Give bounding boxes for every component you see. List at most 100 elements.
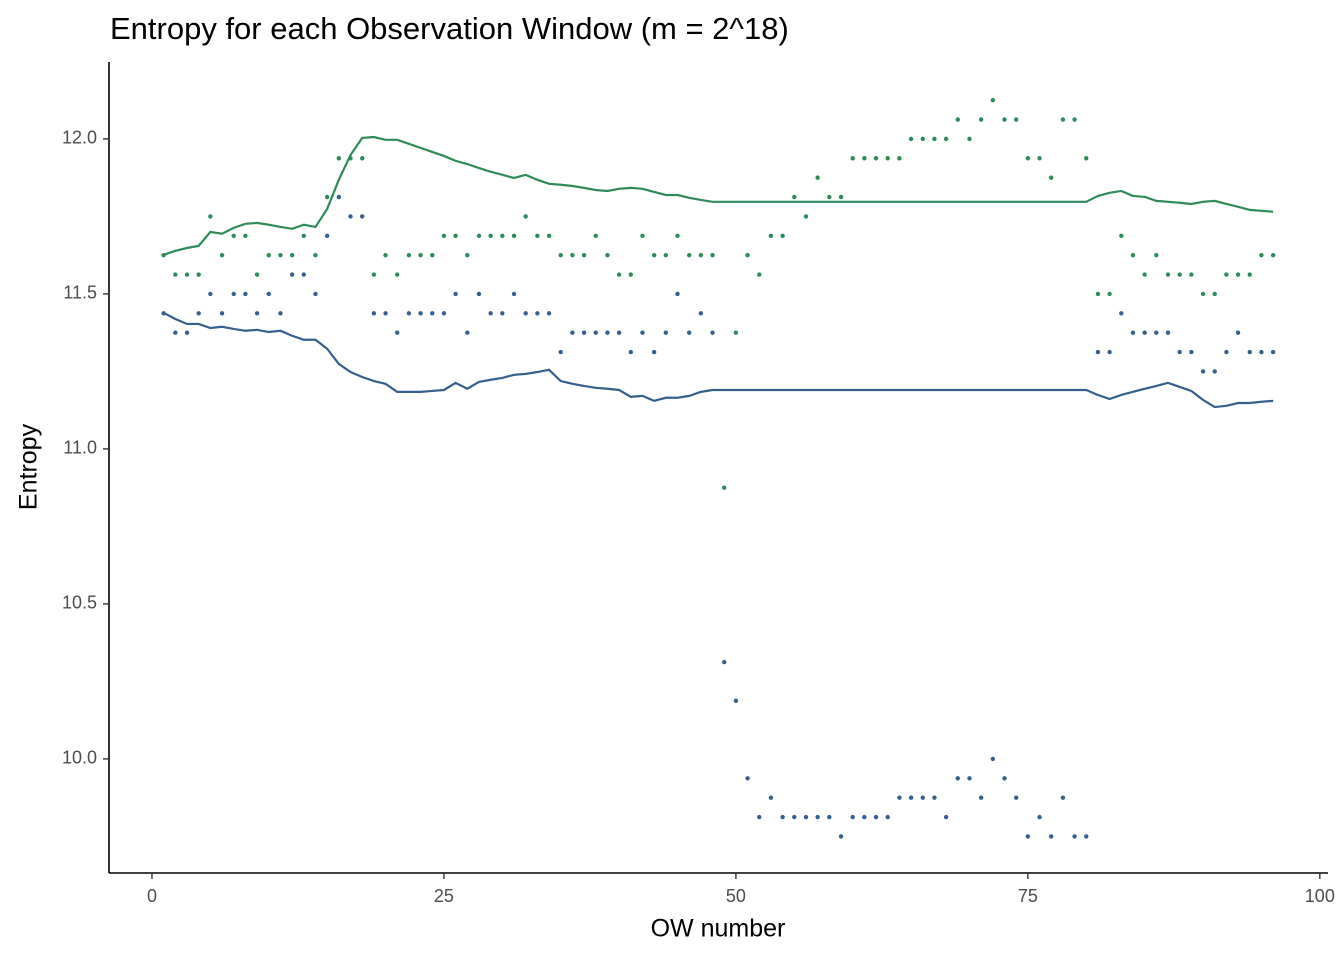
data-point: [943, 814, 949, 820]
data-point: [651, 349, 657, 355]
data-point: [395, 330, 400, 335]
data-point: [897, 156, 902, 161]
data-line: [163, 311, 1274, 409]
data-point: [289, 252, 295, 258]
data-point: [1177, 349, 1182, 355]
data-point: [862, 814, 867, 820]
data-point: [605, 252, 610, 258]
data-point: [441, 311, 447, 316]
data-point: [1154, 330, 1159, 335]
data-point: [1189, 349, 1194, 355]
data-point: [289, 272, 295, 277]
data-point: [955, 776, 960, 781]
data-line: [163, 135, 1274, 256]
data-point: [324, 233, 330, 238]
data-point: [1259, 252, 1264, 258]
data-point: [313, 291, 318, 297]
data-point: [1107, 349, 1112, 355]
data-point: [359, 156, 365, 161]
data-point: [640, 330, 645, 335]
data-point: [605, 330, 610, 335]
data-point: [593, 330, 598, 335]
data-point: [978, 795, 984, 800]
data-point: [523, 311, 528, 316]
data-point: [873, 814, 879, 820]
data-point: [745, 252, 750, 258]
data-point: [581, 330, 587, 335]
data-point: [780, 814, 785, 820]
y-tick-label: 11.5: [63, 283, 97, 303]
data-point: [920, 795, 925, 800]
data-point: [278, 311, 283, 316]
data-point: [231, 233, 236, 238]
y-tick-label: 11.0: [63, 438, 97, 458]
data-point: [243, 291, 248, 297]
data-point: [675, 233, 680, 238]
data-point: [208, 214, 213, 219]
data-point: [1259, 349, 1264, 355]
data-point: [651, 252, 657, 258]
data-point: [885, 156, 890, 161]
data-point: [196, 311, 201, 316]
data-point: [430, 252, 435, 258]
data-point: [990, 756, 996, 762]
data-point: [511, 233, 517, 238]
data-point: [1072, 117, 1077, 122]
data-point: [1189, 272, 1194, 277]
data-point: [1130, 330, 1136, 335]
data-point: [266, 291, 271, 297]
data-point: [453, 291, 458, 297]
chart-title: Entropy for each Observation Window (m =…: [110, 11, 789, 46]
data-point: [1049, 175, 1054, 180]
data-point: [1119, 233, 1124, 238]
data-point: [803, 814, 809, 820]
data-point: [850, 814, 855, 820]
data-point: [838, 194, 844, 200]
data-point: [511, 291, 517, 297]
data-point: [616, 330, 622, 335]
data-point: [558, 252, 563, 258]
data-point: [1049, 834, 1054, 839]
data-point: [1200, 291, 1206, 297]
data-point: [815, 814, 820, 820]
data-point: [1247, 272, 1252, 277]
data-point: [476, 291, 482, 297]
data-point: [932, 136, 937, 142]
data-point: [1130, 252, 1136, 258]
data-point: [219, 311, 225, 316]
data-point: [943, 136, 949, 142]
data-point: [1037, 814, 1042, 820]
data-point: [1154, 252, 1159, 258]
data-point: [243, 233, 248, 238]
data-point: [616, 272, 622, 277]
data-point: [1224, 349, 1229, 355]
data-point: [967, 776, 972, 781]
data-point: [1025, 156, 1031, 161]
data-point: [231, 291, 236, 297]
data-point: [371, 272, 377, 277]
data-point: [885, 814, 890, 820]
data-point: [1200, 369, 1206, 374]
data-point: [441, 233, 447, 238]
data-point: [535, 233, 540, 238]
data-point: [593, 233, 598, 238]
data-point: [978, 117, 984, 122]
y-tick-label: 10.0: [62, 748, 97, 768]
data-point: [570, 330, 575, 335]
data-point: [523, 214, 528, 219]
data-point: [1224, 272, 1229, 277]
data-point: [1165, 330, 1171, 335]
data-point: [184, 272, 190, 277]
data-point: [1060, 117, 1066, 122]
x-tick-label: 100: [1305, 886, 1335, 906]
data-point: [1142, 272, 1147, 277]
data-point: [266, 252, 271, 258]
data-point: [219, 252, 225, 258]
data-point: [371, 311, 377, 316]
data-point: [196, 272, 201, 277]
data-point: [768, 795, 774, 800]
data-point: [920, 136, 925, 142]
data-point: [757, 814, 762, 820]
data-point: [722, 659, 727, 665]
data-point: [500, 311, 505, 316]
